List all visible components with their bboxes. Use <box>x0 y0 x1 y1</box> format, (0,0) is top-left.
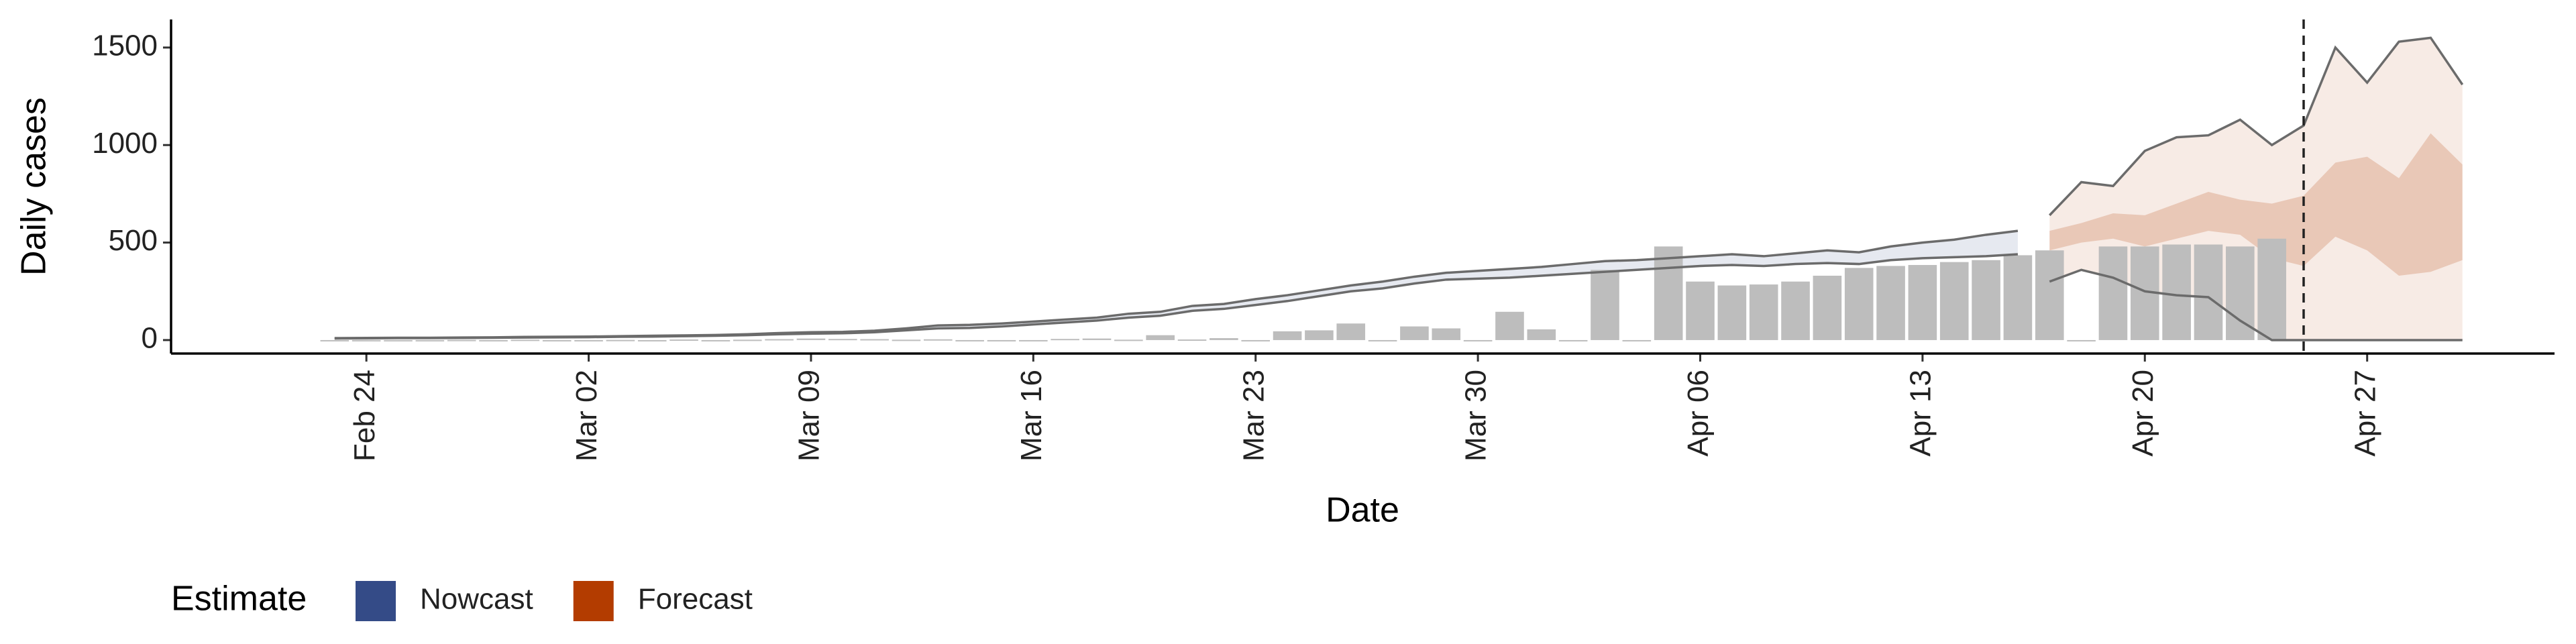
y-tick-label: 500 <box>109 224 158 257</box>
bar <box>1813 276 1842 340</box>
x-tick-label: Mar 16 <box>1015 370 1048 462</box>
bound-line <box>2049 268 2463 341</box>
bar <box>828 339 857 341</box>
x-tick-label: Feb 24 <box>348 370 381 462</box>
bar <box>606 339 635 341</box>
bar <box>955 339 984 341</box>
bar <box>701 339 731 341</box>
bar <box>1432 328 1461 340</box>
bar <box>2194 244 2223 340</box>
x-tick-label: Mar 23 <box>1237 370 1270 462</box>
ribbon <box>2049 133 2463 276</box>
bar <box>1114 339 1143 341</box>
y-axis-title: Daily cases <box>15 97 54 276</box>
x-axis-title: Date <box>1326 491 1399 530</box>
bar <box>2003 255 2033 340</box>
y-tick-label: 0 <box>142 322 158 355</box>
bar <box>1939 262 1969 340</box>
bar <box>1876 266 1905 340</box>
bar <box>1082 338 1112 340</box>
bar <box>892 339 921 341</box>
bar <box>574 339 603 341</box>
x-tick-label: Apr 20 <box>2127 370 2159 457</box>
legend-title: Estimate <box>171 580 307 619</box>
legend-label: Nowcast <box>420 583 533 616</box>
bar <box>1177 339 1207 341</box>
bar <box>1305 330 1334 340</box>
bar <box>1463 339 1493 341</box>
bar <box>637 339 667 341</box>
bar <box>1558 339 1588 341</box>
x-tick-label: Mar 02 <box>570 370 603 462</box>
bar <box>1654 246 1683 340</box>
bar <box>1368 339 1397 341</box>
bar <box>1908 265 1937 340</box>
bar <box>987 339 1016 341</box>
bar <box>796 338 826 340</box>
bar <box>1400 326 1429 340</box>
bar <box>765 339 794 341</box>
x-tick-label: Apr 06 <box>1682 370 1715 457</box>
bar <box>2098 246 2128 340</box>
bar <box>479 339 508 341</box>
y-tick-label: 1500 <box>92 29 158 62</box>
x-tick-label: Mar 30 <box>1460 370 1493 462</box>
bar <box>1749 284 1778 340</box>
bar <box>1686 281 1715 340</box>
bar <box>1717 285 1747 340</box>
bar <box>1146 335 1175 340</box>
bar <box>1336 323 1366 340</box>
bar <box>669 339 698 341</box>
legend-swatch <box>356 581 396 621</box>
bar <box>384 339 413 341</box>
bar <box>320 339 350 341</box>
bar <box>1622 339 1652 341</box>
bar <box>1781 281 1810 340</box>
bar <box>542 339 572 341</box>
bar <box>1241 339 1271 341</box>
bar <box>2226 246 2255 340</box>
bound-line <box>334 229 2019 339</box>
bar <box>1972 260 2000 340</box>
x-tick-label: Mar 09 <box>793 370 826 462</box>
bar <box>860 339 889 341</box>
bar <box>2257 238 2286 340</box>
legend-swatch <box>573 581 614 621</box>
bar <box>733 339 762 341</box>
bar <box>2067 339 2096 341</box>
bar <box>2035 250 2064 340</box>
bar <box>1495 311 1524 340</box>
x-tick-label: Apr 13 <box>1904 370 1937 457</box>
bar <box>1844 268 1874 340</box>
bar <box>447 339 476 341</box>
bar <box>1210 338 1238 340</box>
bar <box>511 339 540 341</box>
bar <box>1019 339 1048 341</box>
bar <box>1051 339 1079 341</box>
bar <box>415 339 445 341</box>
bound-line <box>2049 36 2464 217</box>
bar <box>2162 244 2191 340</box>
bar <box>352 339 381 341</box>
x-tick-label: Apr 27 <box>2349 370 2381 457</box>
bar <box>1527 329 1556 340</box>
y-tick-label: 1000 <box>92 127 158 160</box>
legend-label: Forecast <box>638 583 753 616</box>
bar <box>1273 331 1302 340</box>
bar <box>924 339 953 341</box>
bar <box>1591 270 1619 340</box>
